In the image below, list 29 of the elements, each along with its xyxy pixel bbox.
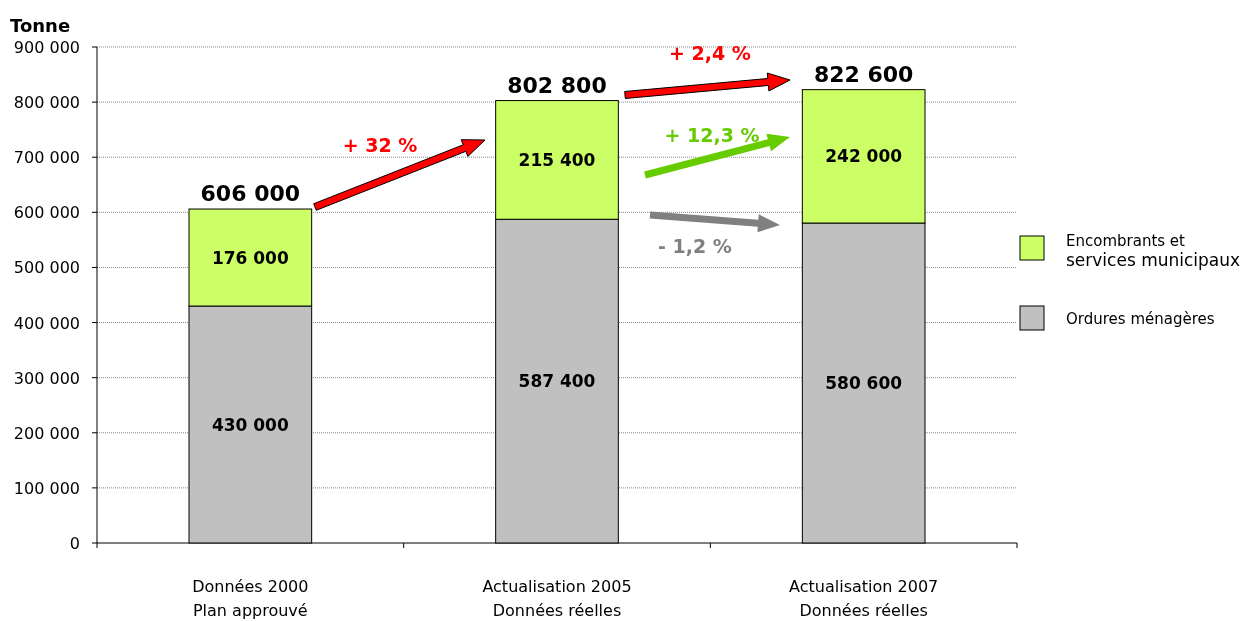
- data-label: 430 000: [211, 414, 289, 435]
- y-tick-label: 600 000: [13, 203, 80, 223]
- total-label: 822 600: [813, 61, 914, 87]
- data-label: 215 400: [518, 149, 596, 170]
- y-axis-title: Tonne: [10, 15, 71, 36]
- total-label: 802 800: [507, 72, 607, 98]
- data-label: 176 000: [211, 247, 289, 268]
- y-tick-label: 500 000: [13, 258, 80, 278]
- data-label: 580 600: [825, 373, 903, 394]
- annotation: + 12,3 %: [664, 124, 760, 146]
- legend-label: Ordures ménagères: [1066, 310, 1215, 328]
- y-tick-label: 700 000: [13, 148, 80, 168]
- y-tick-label: 100 000: [13, 478, 80, 498]
- y-tick-label: 800 000: [13, 93, 80, 113]
- annotation: - 1,2 %: [658, 235, 732, 257]
- y-tick-label: 300 000: [13, 368, 80, 388]
- annotation: + 2,4 %: [669, 42, 751, 64]
- annotation: + 32 %: [342, 134, 418, 156]
- x-tick-label: Données 2000 Plan approuvé: [192, 577, 309, 620]
- legend-label: Encombrants et services municipaux: [1066, 232, 1241, 270]
- total-label: 606 000: [200, 181, 301, 207]
- x-tick-label: Actualisation 2005 Données réelles: [482, 577, 632, 620]
- y-tick-label: 900 000: [13, 38, 80, 57]
- data-label: 242 000: [825, 146, 903, 167]
- x-tick-label: Actualisation 2007 Données réelles: [789, 577, 939, 620]
- y-tick-label: 200 000: [13, 423, 80, 443]
- y-tick-label: 400 000: [13, 313, 80, 333]
- data-label: 587 400: [518, 371, 596, 392]
- y-tick-label: 0: [69, 534, 80, 553]
